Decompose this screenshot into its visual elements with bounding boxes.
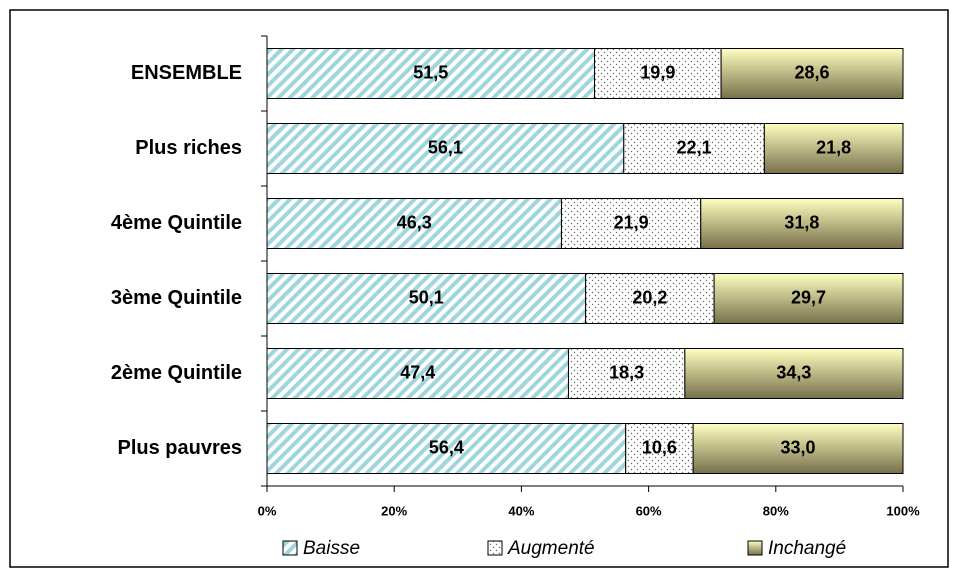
bar-segment xyxy=(266,348,569,399)
value-label: 33,0 xyxy=(781,437,816,457)
value-label: 28,6 xyxy=(795,62,830,82)
category-label: ENSEMBLE xyxy=(131,62,242,84)
legend-label: Inchangé xyxy=(768,538,846,559)
value-label: 21,9 xyxy=(614,212,649,232)
legend-label: Baisse xyxy=(303,538,360,559)
x-tick-label: 60% xyxy=(636,503,662,518)
category-label: Plus pauvres xyxy=(117,437,242,459)
bar-segment xyxy=(266,273,587,324)
legend-swatch xyxy=(282,540,298,556)
bar-segment xyxy=(763,123,904,174)
value-label: 47,4 xyxy=(400,362,435,382)
value-label: 56,4 xyxy=(429,437,464,457)
x-tick-label: 40% xyxy=(508,503,534,518)
value-label: 56,1 xyxy=(428,137,463,157)
value-label: 21,8 xyxy=(816,137,851,157)
bar-segment xyxy=(266,423,627,474)
category-label: 2ème Quintile xyxy=(111,362,242,384)
bar-segment xyxy=(684,348,904,399)
value-label: 18,3 xyxy=(609,362,644,382)
x-tick-label: 80% xyxy=(763,503,789,518)
category-label: 4ème Quintile xyxy=(111,212,242,234)
x-tick-label: 0% xyxy=(258,503,277,518)
value-label: 22,1 xyxy=(677,137,712,157)
bar-segment xyxy=(720,48,904,99)
bar-segment xyxy=(713,273,904,324)
value-label: 46,3 xyxy=(397,212,432,232)
value-label: 19,9 xyxy=(640,62,675,82)
category-label: Plus riches xyxy=(135,137,242,159)
bar-segment xyxy=(266,123,625,174)
bar-segment xyxy=(692,423,904,474)
bar-segment xyxy=(560,198,702,249)
value-label: 29,7 xyxy=(791,287,826,307)
x-tick-label: 20% xyxy=(381,503,407,518)
value-label: 51,5 xyxy=(413,62,448,82)
value-label: 50,1 xyxy=(409,287,444,307)
bar-segment xyxy=(623,123,765,174)
bar-segment xyxy=(625,423,694,474)
legend-swatch xyxy=(487,540,503,556)
category-label: 3ème Quintile xyxy=(111,287,242,309)
bar-segment xyxy=(700,198,904,249)
legend-swatch xyxy=(747,540,763,556)
value-label: 34,3 xyxy=(776,362,811,382)
bar-segment xyxy=(266,198,562,249)
value-label: 31,8 xyxy=(784,212,819,232)
bar-segment xyxy=(594,48,722,99)
x-tick-label: 100% xyxy=(886,503,920,518)
value-label: 20,2 xyxy=(632,287,667,307)
value-label: 10,6 xyxy=(642,437,677,457)
bar-segment xyxy=(585,273,715,324)
bar-segment xyxy=(567,348,686,399)
legend-label: Augmenté xyxy=(507,538,595,559)
